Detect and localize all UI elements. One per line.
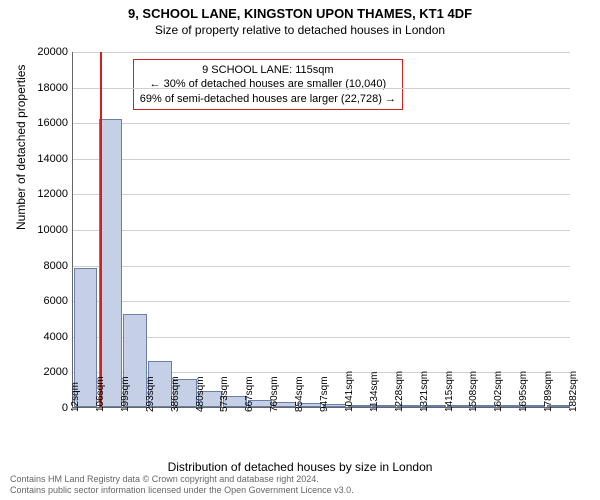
gridline (73, 159, 570, 160)
annotation-line1: 9 SCHOOL LANE: 115sqm (140, 63, 396, 77)
y-tick-label: 10000 (28, 224, 68, 236)
gridline (73, 88, 570, 89)
y-tick-label: 20000 (28, 46, 68, 58)
gridline (73, 266, 570, 267)
gridline (73, 301, 570, 302)
y-tick-label: 2000 (28, 366, 68, 378)
annotation-box: 9 SCHOOL LANE: 115sqm ← 30% of detached … (133, 59, 403, 110)
y-axis-label: Number of detached properties (14, 65, 28, 230)
gridline (73, 194, 570, 195)
y-tick-label: 18000 (28, 82, 68, 94)
y-tick-label: 8000 (28, 260, 68, 272)
gridline (73, 52, 570, 53)
footer: Contains HM Land Registry data © Crown c… (10, 474, 354, 496)
x-axis-label: Distribution of detached houses by size … (0, 460, 600, 474)
gridline (73, 230, 570, 231)
chart-container: 9, SCHOOL LANE, KINGSTON UPON THAMES, KT… (0, 0, 600, 500)
gridline (73, 337, 570, 338)
title-block: 9, SCHOOL LANE, KINGSTON UPON THAMES, KT… (0, 0, 600, 37)
title-line2: Size of property relative to detached ho… (0, 23, 600, 37)
annotation-line2: ← 30% of detached houses are smaller (10… (140, 77, 396, 91)
y-tick-label: 0 (28, 402, 68, 414)
footer-line2: Contains public sector information licen… (10, 485, 354, 496)
x-tick-label: 1882sqm (568, 371, 600, 412)
y-tick-label: 6000 (28, 295, 68, 307)
y-tick-label: 16000 (28, 117, 68, 129)
y-tick-label: 14000 (28, 153, 68, 165)
gridline (73, 123, 570, 124)
marker-line (100, 52, 102, 407)
footer-line1: Contains HM Land Registry data © Crown c… (10, 474, 354, 485)
y-tick-label: 4000 (28, 331, 68, 343)
annotation-line3: 69% of semi-detached houses are larger (… (140, 92, 396, 106)
y-tick-label: 12000 (28, 188, 68, 200)
plot-area: 9 SCHOOL LANE: 115sqm ← 30% of detached … (72, 52, 570, 408)
title-line1: 9, SCHOOL LANE, KINGSTON UPON THAMES, KT… (0, 6, 600, 21)
